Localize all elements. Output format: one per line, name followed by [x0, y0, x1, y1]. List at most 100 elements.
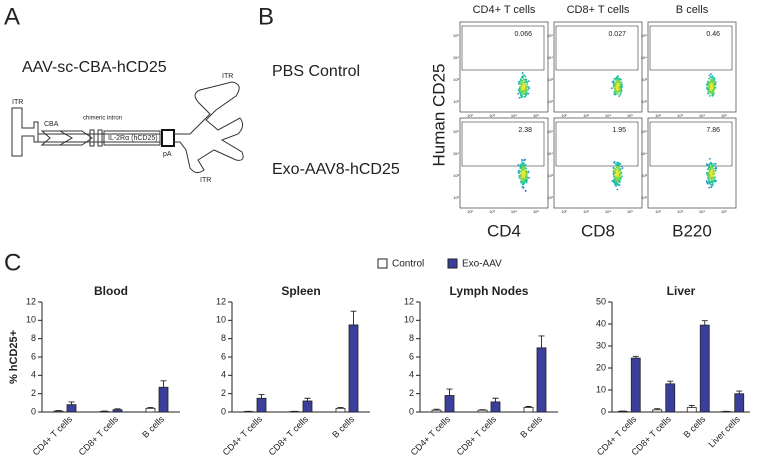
- x-tick-label: B cells: [330, 414, 356, 440]
- axis-tick-label: 10⁴: [547, 151, 553, 156]
- gate-value: 7.86: [706, 127, 720, 134]
- cell-dot: [521, 72, 524, 74]
- cell-dot: [520, 84, 523, 87]
- x-tick-label: CD8+ T cells: [267, 414, 311, 458]
- cell-dot: [618, 184, 621, 187]
- axis-tick-label: 10⁵: [453, 129, 459, 134]
- cell-dot: [518, 172, 520, 175]
- y-tick-label: 0: [221, 406, 226, 416]
- y-tick-label: 10: [596, 384, 606, 394]
- axis-tick-label: 10²: [641, 99, 647, 104]
- y-tick-label: 10: [26, 315, 36, 325]
- cell-dot: [614, 174, 617, 176]
- cell-dot: [613, 181, 616, 184]
- cell-dot: [618, 167, 621, 170]
- plot-frame: [647, 21, 737, 113]
- panel-label: C: [4, 249, 21, 276]
- cell-dot: [614, 163, 617, 165]
- cell-dot: [525, 178, 528, 181]
- cell-dot: [520, 172, 523, 175]
- cell-dot: [712, 179, 714, 182]
- cell-dot: [525, 88, 528, 91]
- axis-tick-label: 10⁵: [641, 33, 647, 38]
- plot-frame: [459, 21, 549, 113]
- cell-dot: [522, 168, 525, 171]
- cell-dot: [521, 168, 524, 171]
- chart-title: Lymph Nodes: [450, 284, 529, 298]
- cell-dot: [616, 75, 619, 78]
- axis-tick-label: 10⁴: [641, 151, 647, 156]
- error-bar: [68, 401, 75, 405]
- axis-tick-label: 10³: [489, 209, 495, 214]
- cell-dot: [710, 91, 712, 94]
- intron-mark: [97, 129, 103, 147]
- cell-dot: [615, 181, 618, 184]
- cell-dot: [518, 170, 521, 173]
- cell-dot: [521, 89, 524, 92]
- x-tick-label: CD8+ T cells: [455, 414, 499, 458]
- bar: [630, 357, 641, 413]
- cell-dot: [522, 187, 525, 189]
- cell-dot: [518, 96, 521, 99]
- axis-tick-label: 10⁵: [721, 113, 727, 118]
- gate-value: 1.95: [612, 127, 626, 134]
- axis-tick-label: 10⁴: [453, 151, 459, 156]
- cell-dot: [707, 83, 710, 86]
- polya-box: [161, 129, 175, 147]
- polya-label: pA: [163, 151, 172, 158]
- x-tick-label: B cells: [140, 414, 166, 440]
- axis-tick-label: 10³: [641, 173, 647, 178]
- cell-dot: [713, 176, 716, 179]
- cell-dot: [523, 96, 526, 98]
- cell-dot: [527, 170, 530, 173]
- y-tick-label: 6: [221, 351, 226, 361]
- y-axis-label: Human CD25: [429, 64, 448, 167]
- cell-dot: [616, 92, 618, 95]
- axis-tick-label: 10⁵: [721, 209, 727, 214]
- itr-label: ITR: [12, 99, 23, 106]
- cell-dot: [525, 177, 528, 179]
- cell-dot: [712, 94, 715, 96]
- cell-dot: [711, 169, 713, 172]
- cell-dot: [524, 78, 527, 81]
- axis-tick-label: 10⁵: [453, 33, 459, 38]
- cell-dot: [710, 186, 713, 188]
- axis-tick-label: 10³: [583, 113, 589, 118]
- y-tick-label: 6: [31, 351, 36, 361]
- row-label: PBS Control: [272, 63, 360, 80]
- cell-dot: [522, 159, 524, 162]
- bar: [444, 395, 455, 413]
- y-tick-label: 4: [31, 370, 36, 380]
- y-tick-label: 8: [409, 333, 414, 343]
- cell-dot: [616, 188, 619, 191]
- cell-dot: [616, 167, 619, 170]
- axis-tick-label: 10²: [453, 99, 459, 104]
- y-tick-label: 0: [31, 406, 36, 416]
- axis-tick-label: 10⁴: [699, 209, 705, 214]
- cell-dot: [528, 176, 530, 179]
- bar: [256, 397, 267, 413]
- cell-dot: [612, 80, 615, 82]
- cell-dot: [707, 176, 709, 179]
- cell-dot: [616, 161, 619, 164]
- y-tick-label: 8: [221, 333, 226, 343]
- y-tick-label: 6: [409, 351, 414, 361]
- cell-dot: [617, 82, 620, 85]
- cell-dot: [613, 161, 616, 163]
- axis-tick-label: 10²: [561, 209, 567, 214]
- cell-dot: [522, 92, 524, 94]
- gate: [555, 121, 639, 167]
- bar: [699, 324, 710, 413]
- bar: [734, 393, 745, 413]
- x-tick-label: CD4+ T cells: [31, 414, 75, 458]
- cell-dot: [612, 173, 615, 176]
- diagram-title: AAV-sc-CBA-hCD25: [22, 59, 167, 76]
- cell-dot: [709, 87, 712, 90]
- cell-dot: [619, 89, 621, 92]
- cell-dot: [521, 80, 524, 83]
- cell-dot: [525, 180, 528, 183]
- cell-dot: [525, 92, 527, 95]
- y-tick-label: 12: [26, 296, 36, 306]
- chart-title: Liver: [667, 284, 696, 298]
- bar: [112, 409, 123, 413]
